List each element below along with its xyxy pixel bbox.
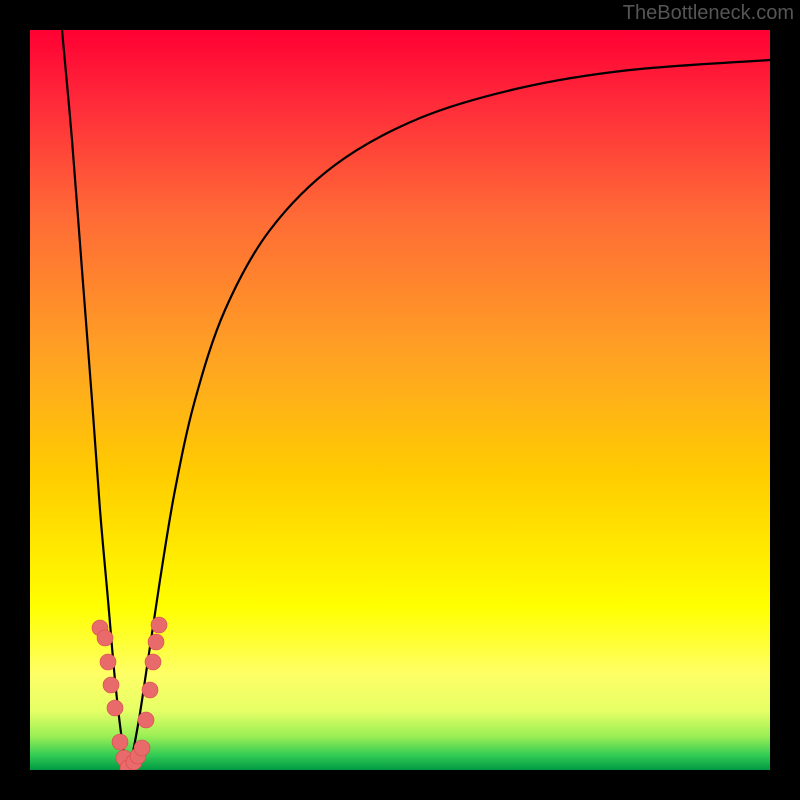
data-point bbox=[100, 654, 116, 670]
data-point bbox=[97, 630, 113, 646]
plot-background-gradient bbox=[30, 30, 770, 770]
watermark-text: TheBottleneck.com bbox=[623, 2, 794, 25]
data-point bbox=[138, 712, 154, 728]
bottleneck-chart bbox=[0, 0, 800, 800]
data-point bbox=[151, 617, 167, 633]
data-point bbox=[107, 700, 123, 716]
data-point bbox=[145, 654, 161, 670]
chart-container: TheBottleneck.com bbox=[0, 0, 800, 800]
data-point bbox=[112, 734, 128, 750]
data-point bbox=[142, 682, 158, 698]
data-point bbox=[103, 677, 119, 693]
data-point bbox=[148, 634, 164, 650]
data-point bbox=[134, 740, 150, 756]
